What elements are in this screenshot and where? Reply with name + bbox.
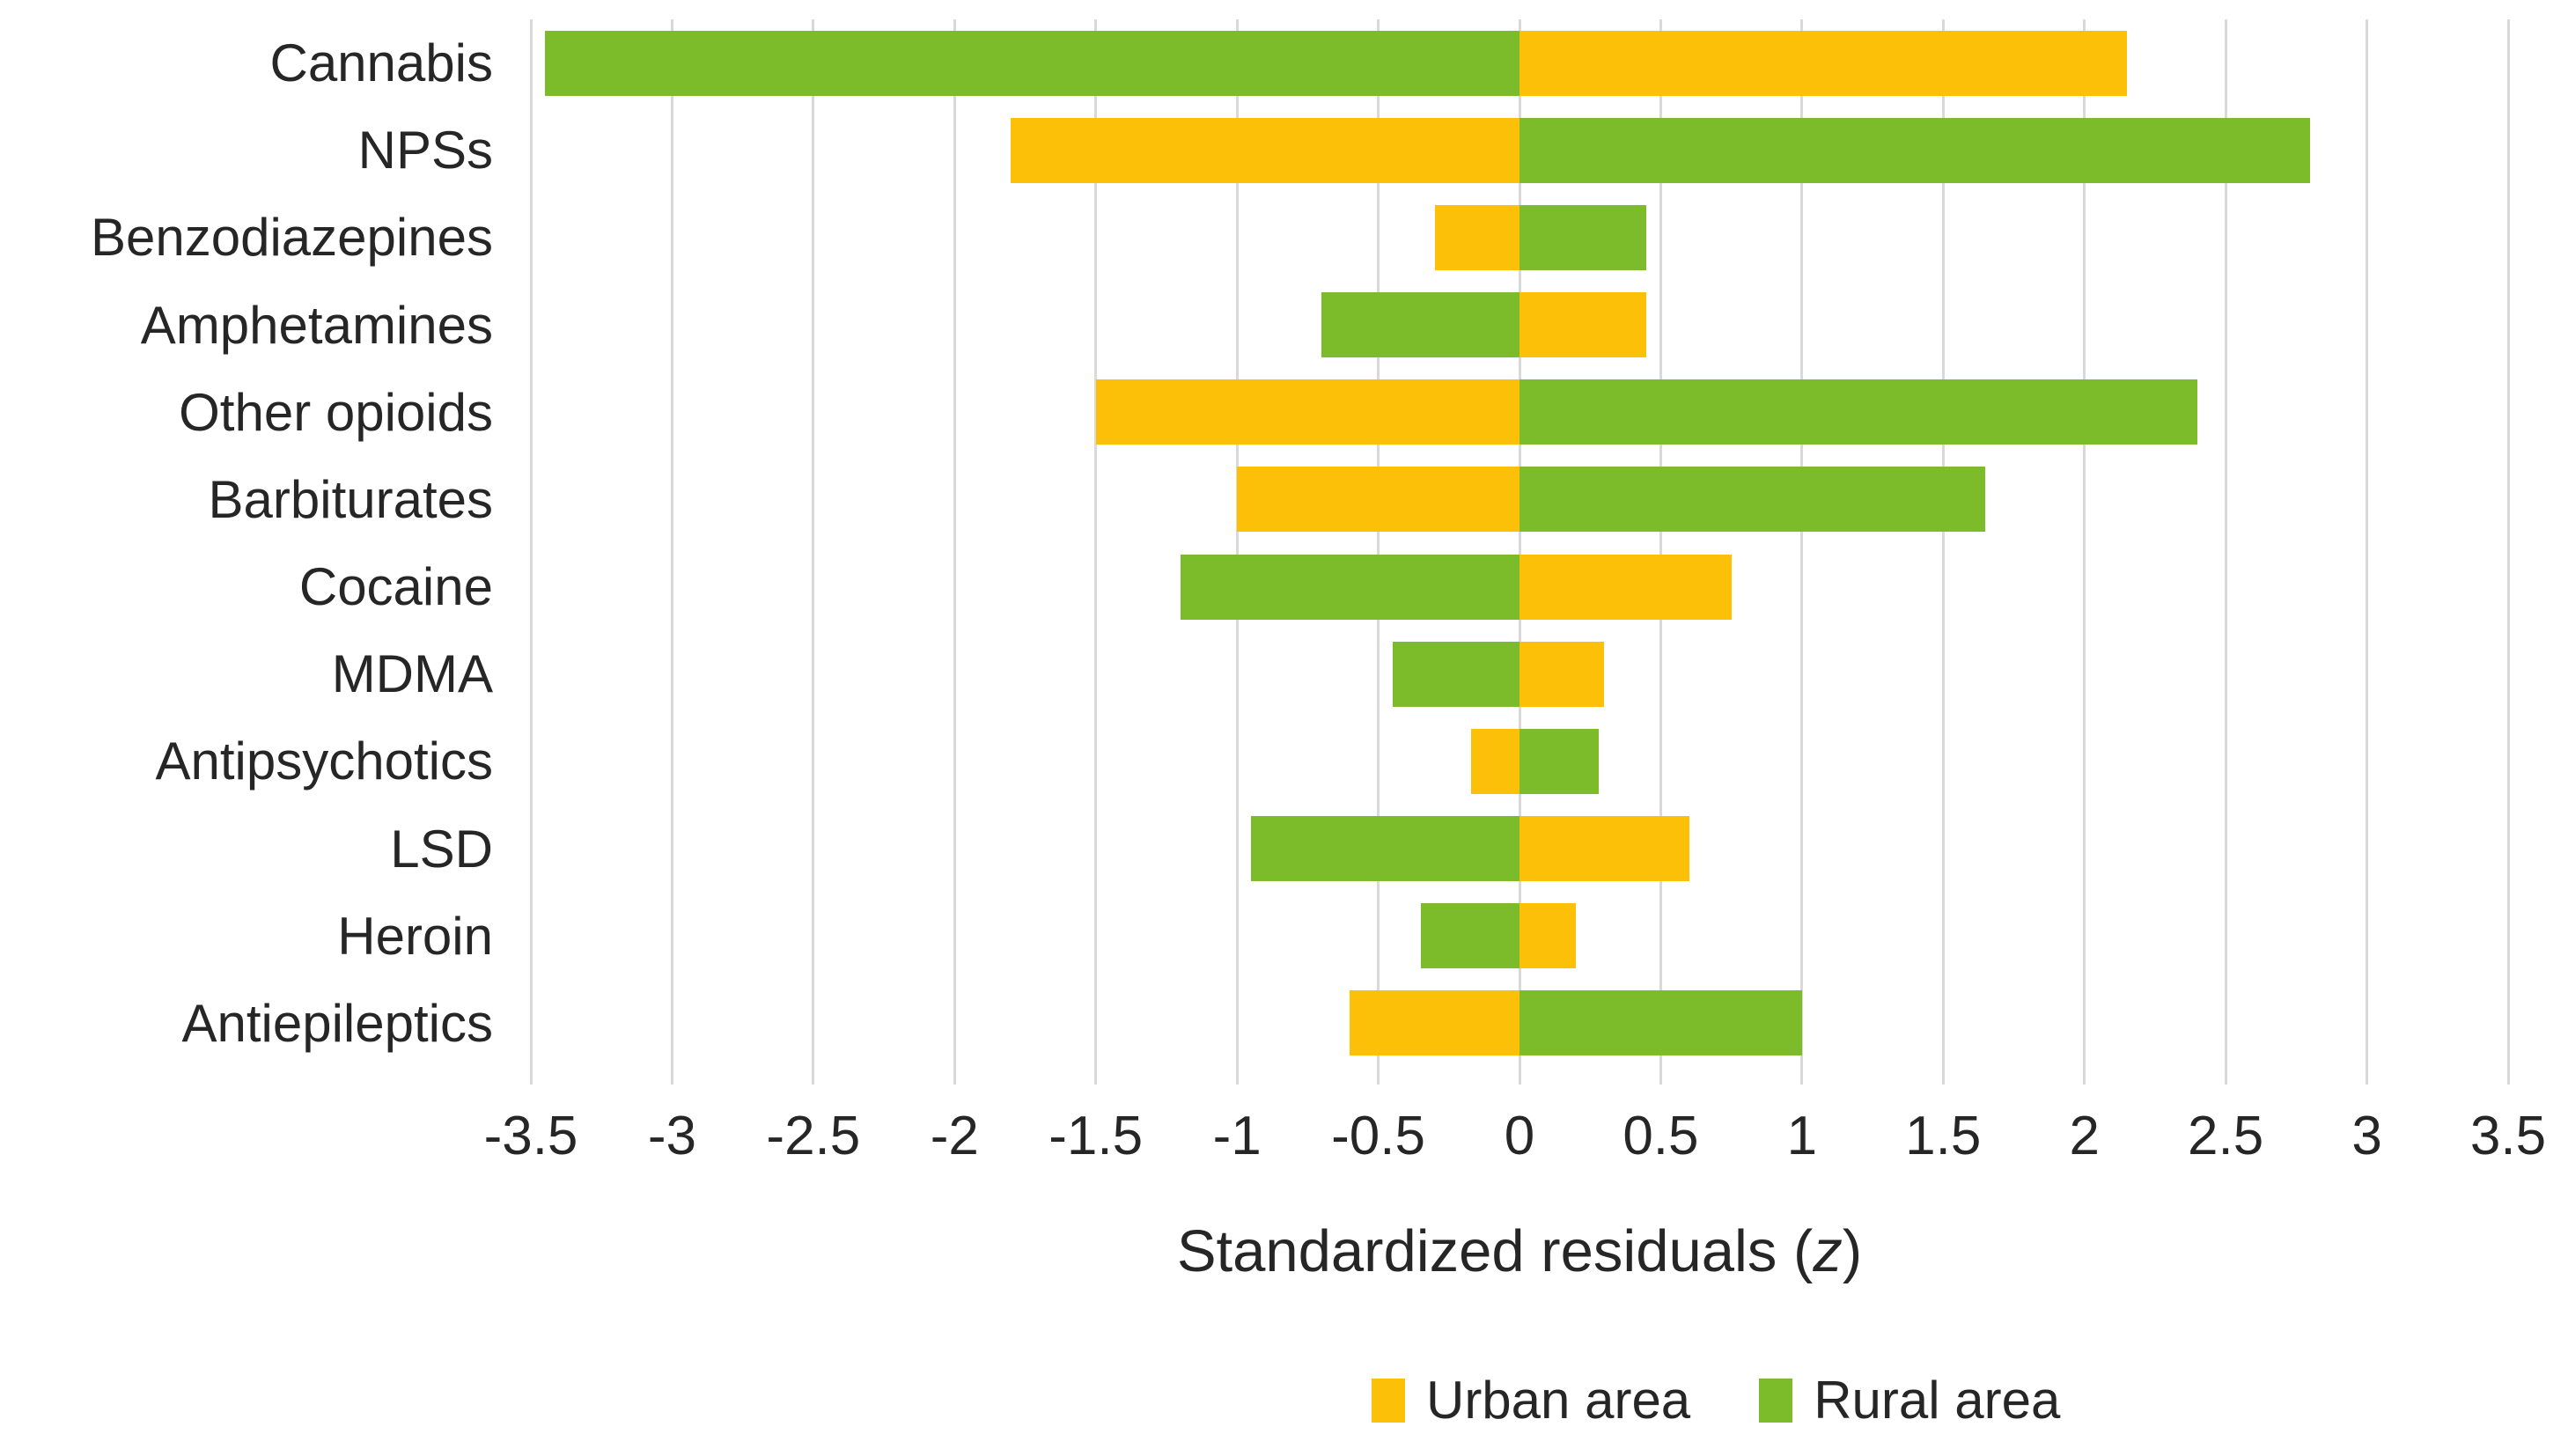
x-tick-label: 0: [1504, 1106, 1535, 1166]
legend: Urban area Rural area: [1372, 1370, 2060, 1430]
urban-bar-cocaine: [1519, 554, 1732, 620]
gridline: [1235, 19, 1239, 1085]
x-tick-label: 2.5: [2188, 1106, 2264, 1166]
x-tick-label: 1: [1786, 1106, 1818, 1166]
x-tick-label: -2: [930, 1106, 979, 1166]
rural-bar-antipsychotics: [1519, 728, 1599, 794]
gridline: [812, 19, 815, 1085]
rural-bar-lsd: [1251, 816, 1519, 882]
category-label-lsd: LSD: [390, 819, 493, 879]
category-label-amphetamines: Amphetamines: [140, 295, 493, 355]
urban-bar-cannabis: [1519, 30, 2127, 96]
legend-label-rural: Rural area: [1814, 1371, 2061, 1430]
x-tick-label: 1.5: [1905, 1106, 1982, 1166]
urban-bar-lsd: [1519, 816, 1689, 882]
rural-bar-benzodiazepines: [1519, 204, 1647, 270]
x-tick-label: -3.5: [483, 1106, 578, 1166]
rural-bar-npss: [1519, 117, 2311, 183]
x-tick-label: -1.5: [1049, 1106, 1144, 1166]
category-label-antiepileptics: Antiepileptics: [181, 993, 493, 1053]
category-label-other-opioids: Other opioids: [179, 382, 493, 442]
gridline: [2506, 19, 2510, 1085]
rural-bar-antiepileptics: [1519, 990, 1802, 1056]
legend-label-urban: Urban area: [1426, 1371, 1691, 1430]
x-axis-title-text: Standardized residuals (: [1176, 1218, 1814, 1284]
urban-bar-mdma: [1519, 641, 1605, 707]
urban-bar-benzodiazepines: [1434, 204, 1519, 270]
legend-item-urban: Urban area: [1372, 1370, 1690, 1430]
urban-bar-heroin: [1519, 903, 1577, 969]
rural-bar-amphetamines: [1321, 292, 1519, 358]
gridline: [1941, 19, 1945, 1085]
category-label-cannabis: Cannabis: [269, 33, 493, 93]
category-label-mdma: MDMA: [331, 644, 493, 704]
x-tick-label: -1: [1212, 1106, 1262, 1166]
rural-bar-heroin: [1420, 903, 1519, 969]
x-axis-title: Standardized residuals (z): [991, 1217, 2048, 1285]
rural-bar-cannabis: [545, 30, 1519, 96]
urban-bar-other-opioids: [1095, 379, 1519, 445]
x-tick-label: -2.5: [766, 1106, 861, 1166]
gridline: [953, 19, 956, 1085]
rural-bar-mdma: [1392, 641, 1519, 707]
plot-area: [529, 19, 2510, 1085]
x-tick-label: 2: [2069, 1106, 2100, 1166]
gridline: [2083, 19, 2086, 1085]
urban-bar-antipsychotics: [1471, 728, 1519, 794]
category-label-cocaine: Cocaine: [298, 557, 493, 617]
x-tick-label: -0.5: [1331, 1106, 1425, 1166]
gridline: [670, 19, 673, 1085]
gridline: [1518, 19, 1521, 1085]
rural-bar-other-opioids: [1519, 379, 2198, 445]
x-axis-title-variable: z: [1813, 1218, 1843, 1284]
urban-bar-barbiturates: [1237, 467, 1519, 533]
gridline: [1094, 19, 1098, 1085]
category-label-barbiturates: Barbiturates: [208, 469, 494, 529]
x-tick-label: -3: [647, 1106, 696, 1166]
urban-swatch-icon: [1372, 1378, 1405, 1423]
category-label-antipsychotics: Antipsychotics: [155, 732, 494, 791]
rural-bar-barbiturates: [1519, 467, 1986, 533]
gridline: [2366, 19, 2369, 1085]
gridline: [1377, 19, 1380, 1085]
category-label-benzodiazepines: Benzodiazepines: [90, 208, 493, 268]
x-tick-label: 0.5: [1622, 1106, 1699, 1166]
category-label-heroin: Heroin: [337, 906, 493, 966]
x-axis-title-suffix: ): [1842, 1218, 1863, 1284]
urban-bar-npss: [1011, 117, 1519, 183]
x-tick-label: 3.5: [2469, 1106, 2547, 1166]
gridline: [2224, 19, 2227, 1085]
gridline: [1659, 19, 1662, 1085]
urban-bar-amphetamines: [1519, 292, 1647, 358]
rural-swatch-icon: [1759, 1378, 1793, 1423]
legend-item-rural: Rural area: [1759, 1370, 2060, 1430]
gridline: [1800, 19, 1804, 1085]
category-label-npss: NPSs: [357, 121, 493, 180]
urban-bar-antiepileptics: [1350, 990, 1519, 1056]
gridline: [529, 19, 533, 1085]
rural-bar-cocaine: [1180, 554, 1519, 620]
x-tick-label: 3: [2351, 1106, 2382, 1166]
